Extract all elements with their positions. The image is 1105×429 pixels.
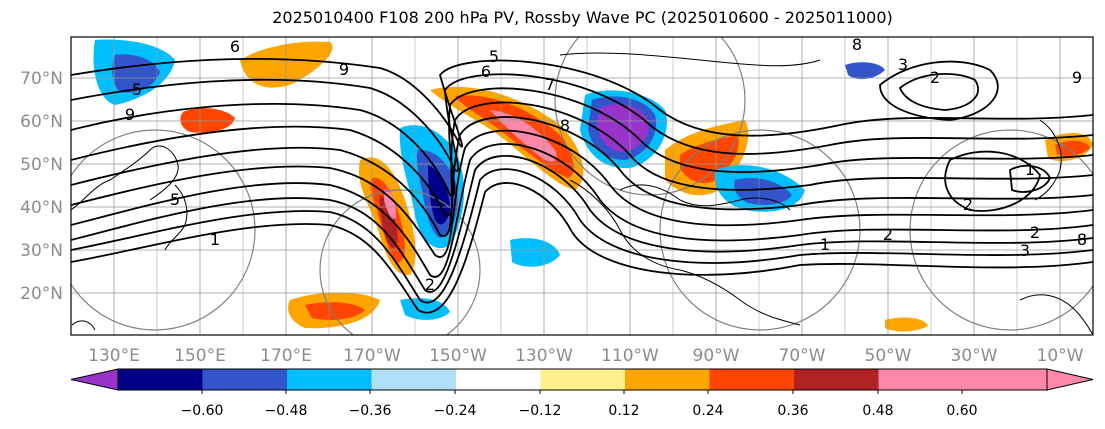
latitude-label: 20°N: [20, 284, 63, 304]
longitude-label: 170°E: [260, 346, 312, 366]
pv-contour-label: 1: [1025, 160, 1035, 179]
colorbar-swatch: [371, 369, 456, 390]
pv-contour-label: 8: [560, 116, 570, 135]
pv-contour-label: 2: [930, 68, 940, 87]
pv-contour-label: 6: [481, 62, 491, 81]
longitude-label: 130°E: [88, 346, 140, 366]
colorbar-swatch: [287, 369, 372, 390]
pv-contour-label: 1: [210, 230, 220, 249]
colorbar-swatch: [794, 369, 879, 390]
pv-contour-label: 2: [1030, 223, 1040, 242]
longitude-label: 110°W: [601, 346, 659, 366]
coastlines: [71, 52, 1093, 335]
latitude-label: 50°N: [20, 155, 63, 175]
colorbar-tick-label: 0.12: [608, 403, 639, 419]
colorbar-swatch: [540, 369, 625, 390]
pv-contour-label: 2: [883, 225, 893, 244]
colorbar-tick-labels: −0.60 −0.48 −0.36 −0.24 −0.12 0.12 0.24 0.36 0.4…: [181, 390, 978, 419]
colorbar-swatch: [118, 369, 203, 390]
pv-contour-label: 5: [132, 80, 142, 99]
map-frame: [70, 36, 1094, 336]
colorbar-extension-max: [1046, 368, 1094, 391]
longitude-labels: 130°E 150°E 170°E 170°W 150°W 130°W 110°W 90°W 7…: [88, 346, 1084, 366]
pv-contour-label: 9: [1072, 68, 1082, 87]
colorbar-outline: [117, 368, 1048, 391]
longitude-label: 170°W: [343, 346, 401, 366]
colorbar-tick-label: −0.12: [519, 403, 562, 419]
pv-contour-label: 2: [425, 275, 435, 294]
longitude-label: 130°W: [515, 346, 573, 366]
colorbar-swatch: [456, 369, 541, 390]
pv-contour-label: 1: [820, 235, 830, 254]
longitude-label: 150°W: [429, 346, 487, 366]
colorbar-tick-label: −0.24: [434, 403, 477, 419]
colorbar-swatch: [709, 369, 794, 390]
pv-contour-label: 2: [963, 195, 973, 214]
colorbar-tick-label: 0.60: [946, 403, 977, 419]
longitude-label: 50°W: [865, 346, 912, 366]
map-title: 2025010400 F108 200 hPa PV, Rossby Wave …: [272, 8, 893, 27]
pv-contours: [71, 58, 1093, 314]
colorbar-tick-label: 0.24: [692, 403, 723, 419]
latitude-label: 40°N: [20, 198, 63, 218]
lat-lon-grid: [71, 37, 1093, 335]
pv-contour-label: 5: [489, 47, 499, 66]
pv-contour-label: 5: [170, 190, 180, 209]
colorbar-swatch: [878, 369, 1047, 390]
colorbar-tick-label: −0.60: [181, 403, 224, 419]
latitude-label: 70°N: [20, 69, 63, 89]
latitude-label: 60°N: [20, 112, 63, 132]
colorbar-extension-min: [70, 368, 119, 391]
longitude-label: 70°W: [779, 346, 826, 366]
colorbar-tick-label: −0.36: [349, 403, 392, 419]
pv-contour-label: 3: [1020, 241, 1030, 260]
longitude-label: 150°E: [174, 346, 226, 366]
pv-contour-label: 6: [230, 37, 240, 56]
longitude-label: 10°W: [1037, 346, 1084, 366]
pv-contour-label: 8: [1077, 230, 1087, 249]
pv-contour-label: 3: [898, 55, 908, 74]
pv-contour-label: 9: [339, 60, 349, 79]
colorbar-tick-label: −0.48: [265, 403, 308, 419]
longitude-label: 30°W: [951, 346, 998, 366]
latitude-labels: 70°N 60°N 50°N 40°N 30°N 20°N: [20, 69, 63, 304]
latitude-label: 30°N: [20, 241, 63, 261]
colorbar-tick-label: 0.36: [777, 403, 808, 419]
colorbar-tick-label: 0.48: [862, 403, 893, 419]
colorbar-swatch: [625, 369, 710, 390]
pv-contour-label: 7: [545, 75, 555, 94]
longitude-label: 90°W: [693, 346, 740, 366]
colorbar-swatch: [202, 369, 287, 390]
colorbar: [70, 368, 1094, 391]
pv-contour-label: 8: [852, 35, 862, 54]
pv-contour-label: 9: [125, 105, 135, 124]
